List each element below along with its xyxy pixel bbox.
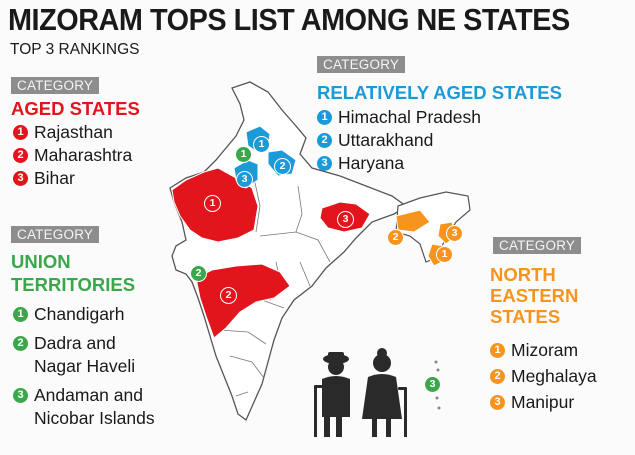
category-heading-union-territories: UNION TERRITORIES — [11, 250, 135, 296]
heading-line: AGED STATES — [11, 98, 140, 119]
page-title: MIZORAM TOPS LIST AMONG NE STATES — [8, 2, 570, 37]
map-marker-uttarakhand: 2 — [274, 158, 291, 175]
heading-line: RELATIVELY AGED STATES — [317, 82, 562, 103]
category-heading-relatively-aged: RELATIVELY AGED STATES — [317, 83, 562, 103]
rank-badge: 1 — [13, 307, 28, 322]
rank-badge: 1 — [317, 110, 332, 125]
list-item: 1 Chandigarh — [11, 303, 155, 326]
map-marker-mizoram: 1 — [436, 246, 453, 263]
item-label: Rajasthan — [34, 122, 113, 142]
rank-badge: 2 — [490, 369, 505, 384]
category-tag-relatively-aged: CATEGORY — [317, 56, 406, 73]
heading-line: UNION — [11, 251, 71, 272]
andaman-islands — [434, 360, 441, 410]
map-marker-andaman-nicobar: 3 — [424, 376, 441, 393]
item-label: Uttarakhand — [338, 130, 434, 150]
item-label: Chandigarh — [34, 304, 125, 324]
legend-aged: 1 Rajasthan 2 Maharashtra 3 Bihar — [11, 121, 132, 190]
list-item: 2 Maharashtra — [11, 144, 132, 167]
list-item: 1 Mizoram — [488, 337, 597, 363]
rank-badge: 3 — [490, 395, 505, 410]
category-tag-aged: CATEGORY — [11, 77, 100, 94]
rank-badge: 1 — [490, 343, 505, 358]
item-label: Himachal Pradesh — [338, 107, 481, 127]
rank-badge: 1 — [13, 125, 28, 140]
region-maharashtra — [195, 263, 291, 339]
rank-badge: 2 — [13, 148, 28, 163]
map-marker-chandigarh: 1 — [235, 146, 252, 163]
item-label: Andaman and Nicobar Islands — [34, 385, 155, 428]
legend-relatively-aged: 1 Himachal Pradesh 2 Uttarakhand 3 Haryana — [315, 106, 481, 175]
category-tag-north-eastern: CATEGORY — [493, 237, 582, 254]
list-item: 1 Himachal Pradesh — [315, 106, 481, 129]
map-marker-maharashtra: 2 — [220, 287, 237, 304]
map-marker-manipur: 3 — [446, 225, 463, 242]
page-subtitle: TOP 3 RANKINGS — [10, 41, 140, 58]
item-label: Dadra and Nagar Haveli — [34, 333, 136, 376]
map-marker-dadra-nagar-haveli: 2 — [190, 265, 207, 282]
heading-line: TERRITORIES — [11, 274, 136, 295]
legend-north-eastern: 1 Mizoram 2 Meghalaya 3 Manipur — [488, 337, 597, 415]
list-item: 3 Andaman and Nicobar Islands — [11, 384, 155, 430]
region-meghalaya — [395, 209, 431, 233]
item-label: Meghalaya — [511, 366, 597, 386]
category-heading-north-eastern: NORTH EASTERN STATES — [490, 264, 578, 327]
list-item: 3 Bihar — [11, 167, 132, 190]
elderly-couple-icon — [314, 348, 407, 437]
item-label: Haryana — [338, 153, 405, 173]
heading-line: EASTERN — [490, 285, 579, 306]
heading-line: STATES — [490, 306, 561, 327]
map-marker-bihar: 3 — [337, 211, 354, 228]
list-item: 2 Meghalaya — [488, 363, 597, 389]
map-marker-rajasthan: 1 — [204, 195, 221, 212]
list-item: 1 Rajasthan — [11, 121, 132, 144]
india-outline — [169, 81, 408, 422]
legend-union-territories: 1 Chandigarh 2 Dadra and Nagar Haveli 3 And… — [11, 303, 155, 430]
item-label: Manipur — [511, 392, 575, 412]
category-tag-union-territories: CATEGORY — [11, 226, 100, 243]
list-item: 3 Manipur — [488, 389, 597, 415]
heading-line: NORTH — [490, 264, 556, 285]
item-label: Bihar — [34, 168, 75, 188]
rank-badge: 3 — [13, 171, 28, 186]
map-marker-himachal-pradesh: 1 — [253, 136, 270, 153]
rank-badge: 2 — [317, 133, 332, 148]
map-marker-haryana: 3 — [236, 171, 253, 188]
item-label: Maharashtra — [34, 145, 133, 165]
list-item: 3 Haryana — [315, 152, 481, 175]
list-item: 2 Uttarakhand — [315, 129, 481, 152]
list-item: 2 Dadra and Nagar Haveli — [11, 332, 155, 378]
category-heading-aged: AGED STATES — [11, 99, 140, 119]
map-marker-meghalaya: 2 — [387, 229, 404, 246]
rank-badge: 2 — [13, 336, 28, 351]
rank-badge: 3 — [13, 388, 28, 403]
item-label: Mizoram — [511, 340, 579, 360]
rank-badge: 3 — [317, 156, 332, 171]
